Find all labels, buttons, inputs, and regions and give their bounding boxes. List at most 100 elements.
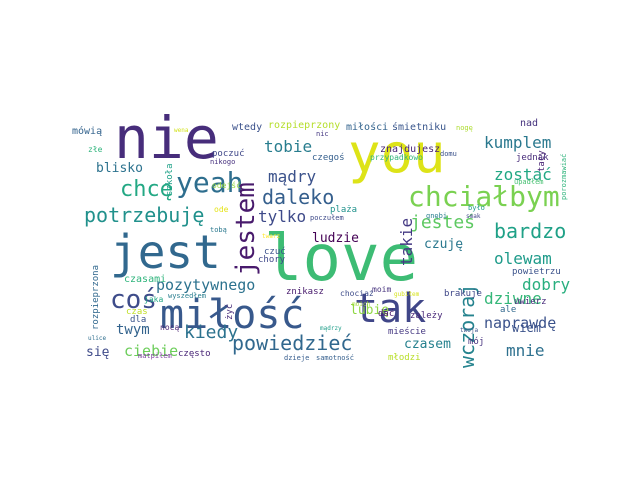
cloud-word: matpiłem [138,352,172,360]
cloud-word: mówią [72,125,102,137]
cloud-word: mój [468,336,484,347]
cloud-word: jednak [516,153,549,163]
cloud-word: mnie [506,341,545,360]
cloud-word: mądrzy [320,325,342,332]
cloud-word: wczoraj [455,284,479,368]
cloud-word: nocą [160,323,179,332]
cloud-word: ludzie [312,231,359,246]
cloud-word: pozytywnego [156,276,255,294]
cloud-word: czasami [124,274,166,285]
cloud-word: jest [110,225,221,279]
cloud-word: ulice [88,335,106,342]
cloud-word: daleko [262,185,334,209]
cloud-word: chociaż [340,289,374,298]
cloud-word: gnębi [426,212,447,220]
cloud-word: upadłem [514,178,544,186]
cloud-word: dać [378,308,394,319]
cloud-word: czegoś [312,152,345,163]
cloud-word: nikogo [210,158,235,166]
cloud-word: miłości [346,121,388,133]
cloud-word: odejść [212,180,241,190]
cloud-word: bardzo [494,219,566,243]
cloud-word: jestem [231,182,261,276]
cloud-word: twym [116,322,150,338]
cloud-word: znajdujesz [380,144,440,155]
cloud-word: poczułem [310,214,344,222]
cloud-word: zostać [494,165,552,184]
cloud-word: blisko [96,161,143,176]
cloud-word: mądry [268,167,317,186]
cloud-word: tobą [210,226,227,234]
cloud-word: jaka [144,295,163,304]
cloud-word: wena [174,127,189,134]
cloud-word: żyć [224,304,235,320]
cloud-word: brakuje [444,289,482,299]
cloud-word: smak [466,213,481,220]
cloud-word: uwierz [514,297,547,307]
cloud-word: mieście [388,326,426,337]
cloud-word: potrzebuję [84,203,204,227]
cloud-word: kiedy [184,322,238,343]
cloud-word: love [264,222,418,296]
cloud-word: coś [110,285,157,315]
cloud-word: nogę [456,124,473,132]
cloud-word: plaża [330,205,357,215]
cloud-word: gubiłem [394,291,420,298]
cloud-word: chory [258,255,286,265]
cloud-word: naprawdę [484,314,556,332]
cloud-word: dla [130,315,146,325]
cloud-word: czas [126,307,148,317]
cloud-word: olewam [494,249,552,268]
cloud-word: ode [214,205,229,214]
cloud-word: porozmawiać [560,154,568,200]
cloud-word: nie [114,104,219,172]
cloud-word: czasem [404,337,451,352]
cloud-word: śmietniku [392,121,446,133]
cloud-word: yeah [176,166,243,199]
cloud-word: samotność [316,354,354,362]
cloud-word: tobie [264,137,312,156]
cloud-word: twarz [262,233,280,240]
cloud-word: powietrzu [512,267,561,277]
cloud-word: dzieje [284,354,309,362]
cloud-word: jesteś [410,212,475,233]
cloud-word: chcę [120,177,173,202]
cloud-word: twoja [460,327,478,334]
cloud-word: czuć [264,246,286,257]
cloud-word: lubię [350,303,389,318]
cloud-word: wtedy [232,122,262,133]
cloud-word: rozpieprzony [268,120,340,131]
cloud-word: rozpieprzona [91,265,101,330]
cloud-word: dziwne [484,289,542,308]
cloud-word: dobry [522,275,571,294]
cloud-word: szkoła [165,163,175,196]
cloud-word: tacy [537,150,547,172]
cloud-word: chciałbym [408,180,560,213]
cloud-word: się [86,345,110,360]
cloud-word: czuję [424,237,463,252]
cloud-word: znikasz [286,287,324,297]
cloud-word: miłość [160,292,305,338]
cloud-word: często [178,349,211,359]
cloud-word: tak [354,286,426,332]
cloud-word: kumplem [484,133,551,152]
cloud-word: wyszedłem [168,292,206,300]
cloud-word: nad [520,118,538,129]
cloud-word: zależy [410,311,443,321]
cloud-word: było [468,204,485,212]
cloud-word: poczuć [212,148,245,159]
cloud-word: moich [352,301,370,308]
cloud-word: tylko [258,207,306,226]
cloud-word: moim [372,285,391,294]
cloud-word: ciebie [124,342,178,360]
cloud-word: złe [88,145,103,154]
cloud-word: domu [440,150,457,158]
cloud-word: you [348,122,446,185]
cloud-word: ale [500,305,516,315]
cloud-word: nic [316,130,329,138]
cloud-word: przypadkowo [370,153,423,162]
cloud-word: takie [397,218,416,266]
cloud-word: młodzi [388,353,421,363]
